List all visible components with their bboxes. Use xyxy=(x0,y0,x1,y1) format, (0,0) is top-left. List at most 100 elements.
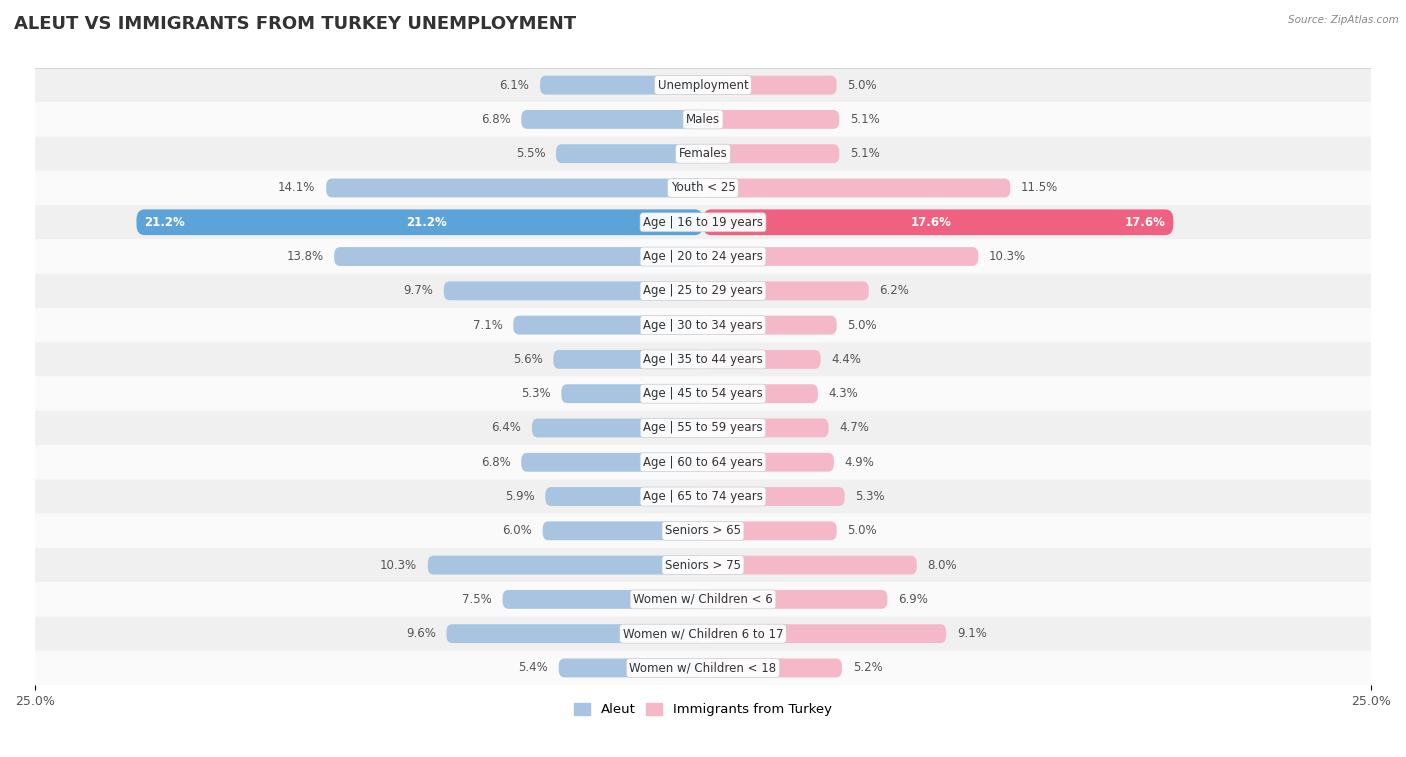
FancyBboxPatch shape xyxy=(703,316,837,335)
FancyBboxPatch shape xyxy=(35,582,1371,616)
Text: Age | 45 to 54 years: Age | 45 to 54 years xyxy=(643,387,763,400)
FancyBboxPatch shape xyxy=(35,411,1371,445)
Text: Age | 25 to 29 years: Age | 25 to 29 years xyxy=(643,285,763,298)
FancyBboxPatch shape xyxy=(703,110,839,129)
Text: 6.8%: 6.8% xyxy=(481,113,510,126)
FancyBboxPatch shape xyxy=(35,342,1371,376)
Text: 14.1%: 14.1% xyxy=(278,182,315,195)
FancyBboxPatch shape xyxy=(703,487,845,506)
FancyBboxPatch shape xyxy=(35,102,1371,136)
Text: 5.1%: 5.1% xyxy=(851,147,880,160)
FancyBboxPatch shape xyxy=(35,68,1371,102)
Text: 6.8%: 6.8% xyxy=(481,456,510,469)
Text: 5.4%: 5.4% xyxy=(519,662,548,674)
FancyBboxPatch shape xyxy=(554,350,703,369)
FancyBboxPatch shape xyxy=(703,556,917,575)
FancyBboxPatch shape xyxy=(703,522,837,540)
Text: Age | 30 to 34 years: Age | 30 to 34 years xyxy=(643,319,763,332)
FancyBboxPatch shape xyxy=(703,247,979,266)
Text: 4.3%: 4.3% xyxy=(828,387,858,400)
FancyBboxPatch shape xyxy=(35,376,1371,411)
Text: Women w/ Children < 6: Women w/ Children < 6 xyxy=(633,593,773,606)
FancyBboxPatch shape xyxy=(35,136,1371,171)
Text: 17.6%: 17.6% xyxy=(911,216,952,229)
Text: Age | 60 to 64 years: Age | 60 to 64 years xyxy=(643,456,763,469)
FancyBboxPatch shape xyxy=(561,385,703,403)
FancyBboxPatch shape xyxy=(35,616,1371,651)
FancyBboxPatch shape xyxy=(558,659,703,678)
Text: 11.5%: 11.5% xyxy=(1021,182,1059,195)
Text: 21.2%: 21.2% xyxy=(406,216,447,229)
Text: 10.3%: 10.3% xyxy=(988,250,1026,263)
Text: Unemployment: Unemployment xyxy=(658,79,748,92)
FancyBboxPatch shape xyxy=(703,419,828,438)
FancyBboxPatch shape xyxy=(703,590,887,609)
FancyBboxPatch shape xyxy=(35,239,1371,274)
Text: Age | 55 to 59 years: Age | 55 to 59 years xyxy=(643,422,763,435)
Text: Seniors > 65: Seniors > 65 xyxy=(665,525,741,537)
FancyBboxPatch shape xyxy=(703,453,834,472)
FancyBboxPatch shape xyxy=(35,171,1371,205)
Text: 5.0%: 5.0% xyxy=(848,525,877,537)
Text: 5.9%: 5.9% xyxy=(505,490,534,503)
Text: Women w/ Children 6 to 17: Women w/ Children 6 to 17 xyxy=(623,627,783,640)
Text: Seniors > 75: Seniors > 75 xyxy=(665,559,741,572)
Text: 6.9%: 6.9% xyxy=(898,593,928,606)
FancyBboxPatch shape xyxy=(703,385,818,403)
FancyBboxPatch shape xyxy=(703,210,1174,235)
Text: 9.6%: 9.6% xyxy=(406,627,436,640)
Text: Age | 35 to 44 years: Age | 35 to 44 years xyxy=(643,353,763,366)
Text: 17.6%: 17.6% xyxy=(1125,216,1166,229)
Text: 5.5%: 5.5% xyxy=(516,147,546,160)
FancyBboxPatch shape xyxy=(35,651,1371,685)
Text: 13.8%: 13.8% xyxy=(287,250,323,263)
FancyBboxPatch shape xyxy=(35,274,1371,308)
FancyBboxPatch shape xyxy=(513,316,703,335)
FancyBboxPatch shape xyxy=(35,479,1371,514)
Text: 4.7%: 4.7% xyxy=(839,422,869,435)
FancyBboxPatch shape xyxy=(35,548,1371,582)
FancyBboxPatch shape xyxy=(335,247,703,266)
Text: 10.3%: 10.3% xyxy=(380,559,418,572)
Text: Source: ZipAtlas.com: Source: ZipAtlas.com xyxy=(1288,15,1399,25)
Text: 9.7%: 9.7% xyxy=(404,285,433,298)
FancyBboxPatch shape xyxy=(522,453,703,472)
Text: 9.1%: 9.1% xyxy=(957,627,987,640)
Text: 6.0%: 6.0% xyxy=(502,525,531,537)
FancyBboxPatch shape xyxy=(35,308,1371,342)
FancyBboxPatch shape xyxy=(427,556,703,575)
FancyBboxPatch shape xyxy=(543,522,703,540)
Text: ALEUT VS IMMIGRANTS FROM TURKEY UNEMPLOYMENT: ALEUT VS IMMIGRANTS FROM TURKEY UNEMPLOY… xyxy=(14,15,576,33)
Text: 5.3%: 5.3% xyxy=(522,387,551,400)
FancyBboxPatch shape xyxy=(35,205,1371,239)
Text: 5.3%: 5.3% xyxy=(855,490,884,503)
FancyBboxPatch shape xyxy=(540,76,703,95)
Text: Age | 20 to 24 years: Age | 20 to 24 years xyxy=(643,250,763,263)
Text: 6.4%: 6.4% xyxy=(492,422,522,435)
Text: Age | 65 to 74 years: Age | 65 to 74 years xyxy=(643,490,763,503)
FancyBboxPatch shape xyxy=(502,590,703,609)
FancyBboxPatch shape xyxy=(703,76,837,95)
Text: 5.1%: 5.1% xyxy=(851,113,880,126)
Text: 5.6%: 5.6% xyxy=(513,353,543,366)
FancyBboxPatch shape xyxy=(444,282,703,301)
Text: 4.9%: 4.9% xyxy=(845,456,875,469)
FancyBboxPatch shape xyxy=(703,282,869,301)
FancyBboxPatch shape xyxy=(555,145,703,163)
Text: Males: Males xyxy=(686,113,720,126)
FancyBboxPatch shape xyxy=(447,625,703,643)
FancyBboxPatch shape xyxy=(326,179,703,198)
Text: 6.1%: 6.1% xyxy=(499,79,529,92)
FancyBboxPatch shape xyxy=(35,445,1371,479)
Text: 21.2%: 21.2% xyxy=(145,216,186,229)
Text: Age | 16 to 19 years: Age | 16 to 19 years xyxy=(643,216,763,229)
Text: 7.5%: 7.5% xyxy=(463,593,492,606)
FancyBboxPatch shape xyxy=(546,487,703,506)
FancyBboxPatch shape xyxy=(522,110,703,129)
FancyBboxPatch shape xyxy=(703,659,842,678)
FancyBboxPatch shape xyxy=(703,179,1011,198)
Text: 6.2%: 6.2% xyxy=(879,285,910,298)
Text: 5.0%: 5.0% xyxy=(848,319,877,332)
FancyBboxPatch shape xyxy=(35,514,1371,548)
Text: 5.2%: 5.2% xyxy=(852,662,883,674)
